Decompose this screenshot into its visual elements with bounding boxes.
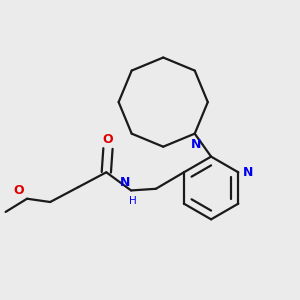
Text: H: H <box>129 196 136 206</box>
Text: N: N <box>190 138 201 151</box>
Text: O: O <box>103 133 113 146</box>
Text: N: N <box>120 176 130 189</box>
Text: O: O <box>14 184 24 197</box>
Text: N: N <box>243 166 254 179</box>
